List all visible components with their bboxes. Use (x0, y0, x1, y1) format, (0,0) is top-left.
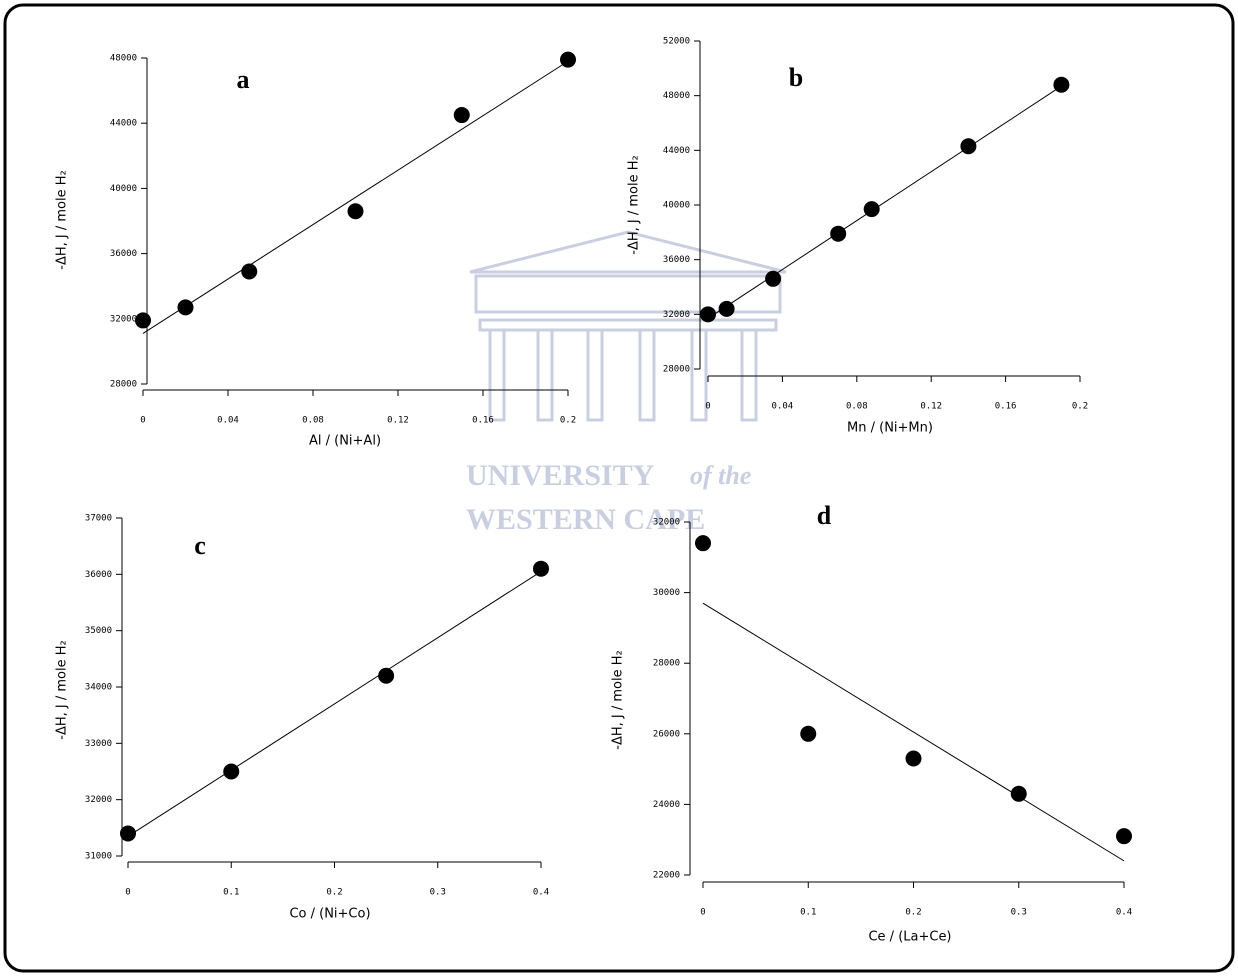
point (864, 201, 880, 217)
point (533, 561, 549, 577)
x-tick-label: 0.08 (846, 402, 868, 412)
x-tick-label: 0.2 (560, 416, 576, 426)
x-tick-label: 0.4 (1116, 908, 1132, 918)
y-axis-title: -ΔH, J / mole H₂ (611, 650, 626, 749)
x-tick-label: 0.08 (302, 416, 324, 426)
y-tick-label: 48000 (663, 91, 690, 101)
point (695, 535, 711, 551)
point (454, 107, 470, 123)
point (241, 264, 257, 280)
x-tick-label: 0.3 (430, 888, 446, 898)
panel-label: d (817, 501, 832, 530)
y-tick-label: 32000 (653, 518, 680, 528)
panel-label: a (237, 65, 250, 94)
y-tick-label: 35000 (85, 626, 112, 636)
x-tick-label: 0.16 (472, 416, 494, 426)
panel-label: b (789, 63, 803, 92)
y-tick-label: 36000 (85, 570, 112, 580)
x-tick-label: 0 (125, 888, 130, 898)
y-tick-label: 36000 (663, 255, 690, 265)
x-tick-label: 0.2 (905, 908, 921, 918)
y-tick-label: 40000 (110, 184, 137, 194)
y-tick-label: 37000 (85, 514, 112, 524)
point (719, 301, 735, 317)
x-tick-label: 0.2 (326, 888, 342, 898)
x-tick-label: 0.2 (1072, 402, 1088, 412)
y-tick-label: 52000 (663, 37, 690, 47)
y-axis-title: -ΔH, J / mole H₂ (55, 170, 70, 269)
x-tick-label: 0.1 (223, 888, 239, 898)
point (1011, 786, 1027, 802)
y-tick-label: 32000 (110, 314, 137, 324)
x-tick-label: 0 (705, 402, 710, 412)
x-tick-label: 0.3 (1011, 908, 1027, 918)
x-axis-title: Ce / (La+Ce) (868, 930, 951, 945)
point (700, 306, 716, 322)
x-tick-label: 0.04 (772, 402, 794, 412)
y-tick-label: 31000 (85, 852, 112, 862)
point (348, 203, 364, 219)
point (1053, 77, 1069, 93)
point (378, 668, 394, 684)
y-axis-title: -ΔH, J / mole H₂ (55, 640, 70, 739)
y-tick-label: 33000 (85, 739, 112, 749)
wm-text: UNIVERSITY (466, 459, 655, 492)
point (906, 751, 922, 767)
x-tick-label: 0.4 (533, 888, 549, 898)
y-tick-label: 34000 (85, 683, 112, 693)
point (765, 271, 781, 287)
x-tick-label: 0 (700, 908, 705, 918)
y-tick-label: 32000 (85, 795, 112, 805)
x-tick-label: 0.12 (920, 402, 942, 412)
y-tick-label: 40000 (663, 201, 690, 211)
y-tick-label: 28000 (663, 365, 690, 375)
point (1116, 828, 1132, 844)
point (800, 726, 816, 742)
y-tick-label: 24000 (653, 800, 680, 810)
point (223, 764, 239, 780)
wm-text: of the (690, 461, 751, 490)
point (178, 299, 194, 315)
point (135, 312, 151, 328)
x-axis-title: Mn / (Ni+Mn) (847, 421, 933, 436)
x-axis-title: Co / (Ni+Co) (289, 907, 370, 922)
figure: UNIVERSITY of the WESTERN CAPE 280003200… (0, 0, 1238, 976)
x-tick-label: 0.04 (217, 416, 239, 426)
y-tick-label: 28000 (110, 380, 137, 390)
point (830, 226, 846, 242)
y-tick-label: 32000 (663, 310, 690, 320)
panel-label: c (194, 531, 206, 560)
x-axis-title: Al / (Ni+Al) (309, 434, 381, 449)
y-tick-label: 26000 (653, 729, 680, 739)
y-tick-label: 28000 (653, 659, 680, 669)
y-tick-label: 22000 (653, 871, 680, 881)
y-tick-label: 44000 (110, 119, 137, 129)
point (120, 825, 136, 841)
y-tick-label: 30000 (653, 588, 680, 598)
y-axis-title: -ΔH, J / mole H₂ (627, 155, 642, 254)
y-tick-label: 36000 (110, 249, 137, 259)
x-tick-label: 0 (140, 416, 145, 426)
y-tick-label: 44000 (663, 146, 690, 156)
x-tick-label: 0.16 (995, 402, 1017, 412)
x-tick-label: 0.1 (800, 908, 816, 918)
point (960, 138, 976, 154)
point (560, 52, 576, 68)
y-tick-label: 48000 (110, 54, 137, 64)
x-tick-label: 0.12 (387, 416, 409, 426)
